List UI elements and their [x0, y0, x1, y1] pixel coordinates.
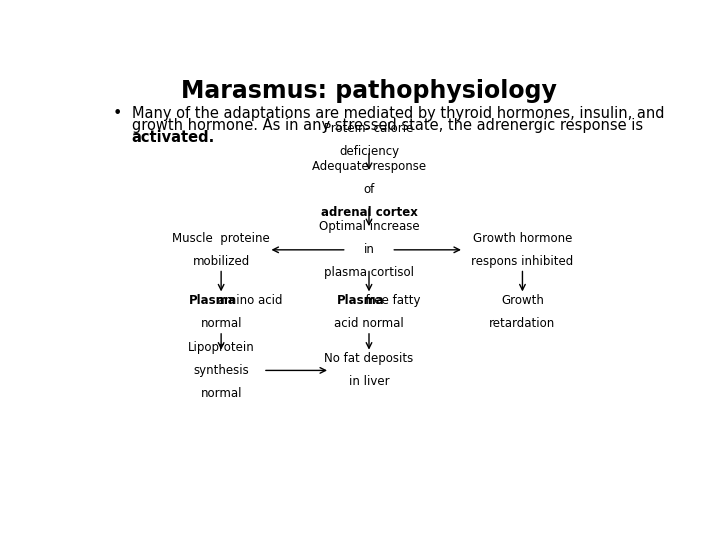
Text: No fat deposits: No fat deposits: [325, 353, 413, 366]
Text: Plasma: Plasma: [336, 294, 384, 307]
Text: in: in: [364, 244, 374, 256]
Text: respons inhibited: respons inhibited: [472, 255, 574, 268]
Text: deficiency: deficiency: [339, 145, 399, 158]
Text: plasma cortisol: plasma cortisol: [324, 266, 414, 279]
Text: Optimal increase: Optimal increase: [319, 220, 419, 233]
Text: normal: normal: [200, 317, 242, 330]
Text: mobilized: mobilized: [192, 255, 250, 268]
Text: amino acid: amino acid: [210, 294, 283, 307]
Text: synthesis: synthesis: [193, 364, 249, 377]
Text: Many of the adaptations are mediated by thyroid hormones, insulin, and: Many of the adaptations are mediated by …: [132, 106, 665, 122]
Text: normal: normal: [200, 387, 242, 400]
Text: Lipoprotein: Lipoprotein: [188, 341, 254, 354]
Text: activated.: activated.: [132, 130, 215, 145]
Text: Protein- calorie: Protein- calorie: [324, 122, 414, 134]
Text: Marasmus: pathophysiology: Marasmus: pathophysiology: [181, 79, 557, 103]
Text: of: of: [364, 183, 374, 196]
Text: Adequate response: Adequate response: [312, 160, 426, 173]
Text: growth hormone. As in any stressed state, the adrenergic response is: growth hormone. As in any stressed state…: [132, 118, 643, 133]
Text: acid normal: acid normal: [334, 317, 404, 330]
Text: in liver: in liver: [348, 375, 390, 388]
Text: Growth hormone: Growth hormone: [473, 232, 572, 245]
Text: retardation: retardation: [490, 317, 556, 330]
Text: Plasma: Plasma: [189, 294, 236, 307]
Text: •: •: [112, 106, 122, 122]
Text: adrenal cortex: adrenal cortex: [320, 206, 418, 219]
Text: Growth: Growth: [501, 294, 544, 307]
Text: Muscle  proteine: Muscle proteine: [172, 232, 270, 245]
Text: free fatty: free fatty: [358, 294, 420, 307]
